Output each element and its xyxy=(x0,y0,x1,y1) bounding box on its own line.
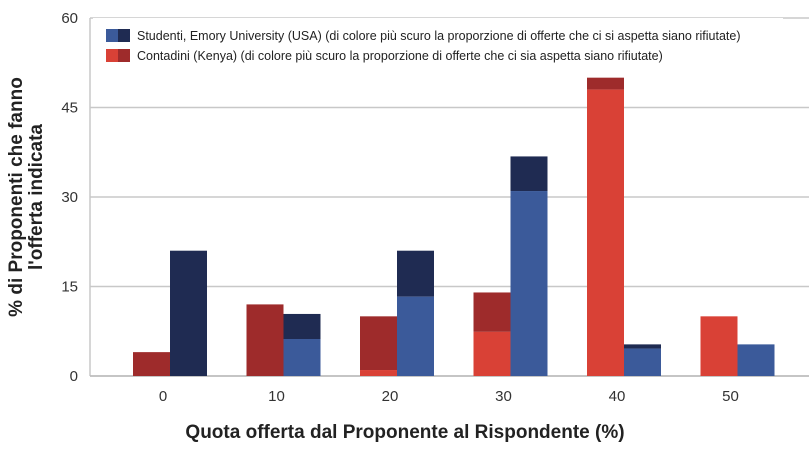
y-axis-label-line2: l'offerta indicata xyxy=(26,124,47,270)
x-tick-label: 10 xyxy=(268,388,285,405)
x-tick-label: 20 xyxy=(382,388,399,405)
y-tick-label: 15 xyxy=(61,279,78,296)
bar-emory-dark xyxy=(283,313,321,340)
x-tick-label: 0 xyxy=(159,388,167,405)
y-tick-label: 0 xyxy=(70,368,78,385)
bar-kenya-light xyxy=(587,89,624,376)
bar-emory-dark xyxy=(510,156,548,192)
bar-emory-light xyxy=(397,296,434,376)
legend: Studenti, Emory University (USA) (di col… xyxy=(93,18,783,68)
legend-swatch-emory-light xyxy=(106,29,118,42)
bar-kenya-light xyxy=(700,316,738,376)
bar-emory-dark xyxy=(170,250,207,376)
y-tick-label: 30 xyxy=(61,189,78,206)
y-tick-label: 60 xyxy=(61,10,78,27)
bar-emory-light xyxy=(624,348,661,376)
y-axis-label-line1: % di Proponenti che fanno xyxy=(6,77,27,317)
bar-kenya-light xyxy=(473,331,511,376)
bar-emory-light xyxy=(737,344,775,376)
legend-label-kenya: Contadini (Kenya) (di colore più scuro l… xyxy=(137,49,663,63)
x-tick-label: 30 xyxy=(495,388,512,405)
bar-kenya-light xyxy=(360,370,397,376)
x-tick-label: 40 xyxy=(609,388,626,405)
legend-swatch-emory-dark xyxy=(118,29,130,42)
x-axis-label: Quota offerta dal Proponente al Risponde… xyxy=(185,422,624,443)
bar-emory-dark xyxy=(624,344,661,349)
bar-kenya-dark xyxy=(133,352,170,376)
bar-emory-light xyxy=(510,191,548,376)
bar-emory-dark xyxy=(397,250,434,297)
legend-label-emory: Studenti, Emory University (USA) (di col… xyxy=(137,29,741,43)
y-tick-label: 45 xyxy=(61,100,78,117)
bar-kenya-dark xyxy=(246,304,284,376)
bar-kenya-dark xyxy=(360,316,397,371)
bar-emory-light xyxy=(283,339,321,376)
bar-kenya-dark xyxy=(473,292,511,332)
legend-swatch-kenya-dark xyxy=(118,49,130,62)
legend-box xyxy=(93,18,783,68)
bar-kenya-dark xyxy=(587,77,624,90)
x-tick-label: 50 xyxy=(722,388,739,405)
legend-swatch-kenya-light xyxy=(106,49,118,62)
